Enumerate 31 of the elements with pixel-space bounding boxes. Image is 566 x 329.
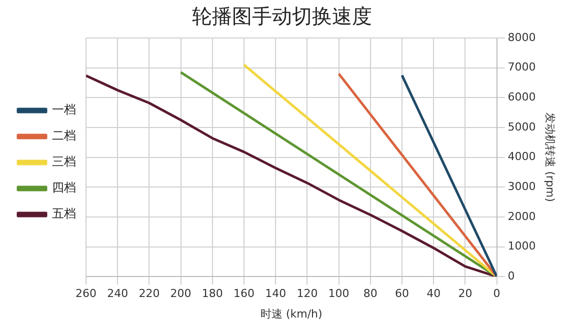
x-tick-label: 40 (426, 287, 441, 300)
legend-label: 四档 (52, 180, 76, 195)
legend-label: 五档 (52, 206, 76, 221)
legend-label: 一档 (52, 102, 76, 117)
y-tick-label: 7000 (508, 60, 536, 74)
legend-label: 三档 (52, 154, 76, 169)
y-tick-label: 6000 (508, 90, 536, 104)
x-tick-label: 100 (328, 287, 350, 300)
x-tick-label: 60 (395, 287, 410, 300)
x-tick-label: 200 (170, 287, 192, 300)
y-tick-label: 3000 (508, 180, 536, 193)
chart-title: 轮播图手动切换速度 (192, 4, 372, 28)
x-tick-label: 80 (363, 287, 378, 300)
x-tick-label: 180 (202, 287, 223, 300)
x-tick-label: 260 (76, 287, 96, 300)
x-tick-label: 120 (296, 287, 318, 300)
y-tick-label: 0 (508, 269, 515, 282)
x-tick-label: 220 (138, 287, 160, 300)
x-axis-title: 时速 (km/h) (260, 307, 322, 320)
y-tick-label: 4000 (508, 150, 536, 164)
x-tick-label: 20 (458, 287, 472, 300)
x-tick-label: 0 (493, 287, 500, 300)
y-tick-label: 5000 (508, 120, 536, 134)
x-tick-label: 160 (234, 287, 254, 300)
legend-label: 二档 (52, 128, 76, 143)
y-axis-title: 发动机转速 (rpm) (544, 112, 557, 202)
x-tick-label: 240 (107, 287, 128, 300)
y-tick-label: 2000 (508, 210, 536, 223)
x-tick-label: 140 (265, 287, 286, 300)
y-tick-label: 8000 (508, 30, 536, 44)
y-tick-label: 1000 (508, 240, 536, 253)
